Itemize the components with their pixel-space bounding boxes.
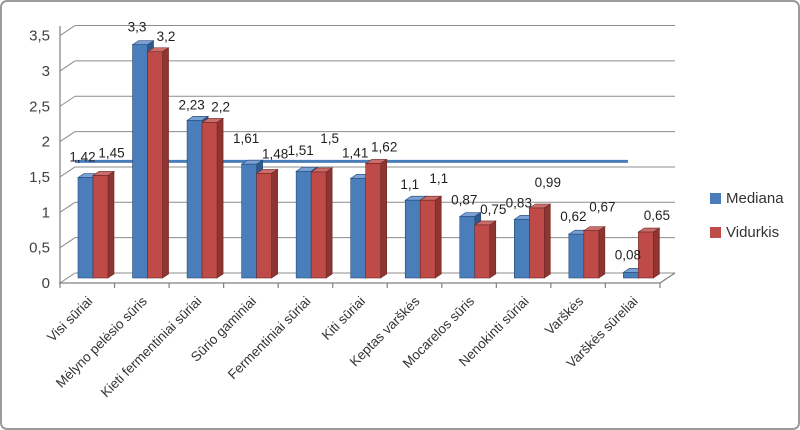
x-axis-category-label: Varškės (542, 293, 587, 338)
bar-vidurkis-2 (201, 122, 218, 279)
gridline-depth-segment (59, 60, 76, 72)
value-label-mediana-7: 0,87 (451, 192, 477, 207)
y-axis-tick-label: 1,5 (29, 169, 50, 186)
x-axis-category-label: Mėlyno pelėsio sūris (53, 293, 150, 390)
bar-vidurkis-4-side (325, 167, 333, 279)
legend-item-mediana: Mediana (710, 190, 784, 207)
y-axis-tick-label: 2 (42, 134, 50, 151)
value-label-mediana-1: 3,3 (128, 20, 147, 35)
y-axis-tick-label: 1 (42, 204, 50, 221)
bar-vidurkis-9 (583, 230, 600, 279)
gridline-depth-segment (59, 25, 76, 36)
bar-vidurkis-2-side (216, 117, 224, 279)
legend-label-vidurkis: Vidurkis (726, 224, 780, 241)
value-label-vidurkis-3: 1,48 (262, 146, 288, 161)
x-axis-category-label: Visi sūriai (44, 294, 95, 345)
value-label-vidurkis-8: 0,99 (535, 175, 561, 190)
value-label-mediana-0: 1,42 (69, 150, 95, 165)
bar-vidurkis-5-side (380, 158, 387, 279)
value-label-mediana-3: 1,61 (233, 131, 259, 146)
value-label-vidurkis-0: 1,45 (98, 145, 124, 160)
y-axis-tick-label: 2,5 (29, 98, 50, 115)
y-axis-tick-label: 3 (42, 63, 50, 80)
x-axis-category-label: Kieti fermentiniai sūriai (98, 294, 205, 401)
bar-mediana-7 (459, 216, 476, 279)
bar-vidurkis-1-side (162, 47, 169, 279)
bar-vidurkis-6 (419, 199, 436, 279)
x-axis-category-label: Kiti sūriai (319, 294, 368, 343)
value-label-vidurkis-10: 0,65 (644, 208, 670, 223)
y-axis-tick-label: 0,5 (29, 240, 50, 257)
gridline-depth-segment (59, 201, 76, 213)
bar-vidurkis-0-side (107, 170, 115, 279)
value-label-mediana-8: 0,83 (506, 195, 532, 210)
bar-mediana-0 (77, 177, 94, 279)
value-label-mediana-4: 1,51 (288, 143, 314, 158)
bar-mediana-10 (623, 272, 639, 279)
bar-vidurkis-4 (310, 171, 327, 279)
bar-vidurkis-10 (638, 231, 654, 279)
bar-vidurkis-1 (147, 51, 163, 279)
bar-mediana-1 (132, 44, 148, 279)
bar-vidurkis-9-side (598, 226, 606, 279)
bar-mediana-5 (350, 178, 367, 279)
y-axis-tick-label: 0 (42, 275, 50, 292)
gridline-depth-segment (59, 272, 76, 284)
gridline-depth-segment (59, 95, 76, 107)
value-label-vidurkis-2: 2,2 (211, 99, 230, 114)
gridline-depth-segment (59, 131, 76, 143)
value-label-vidurkis-7: 0,75 (480, 202, 506, 217)
value-label-mediana-6: 1,1 (400, 177, 419, 192)
bar-vidurkis-0 (92, 175, 109, 279)
bar-vidurkis-5 (365, 163, 382, 279)
gridline-depth-segment (59, 237, 76, 249)
bar-vidurkis-7-side (489, 220, 497, 279)
bar-vidurkis-8 (529, 207, 545, 279)
value-label-mediana-5: 1,41 (342, 145, 368, 160)
mediana-swatch-icon (710, 193, 721, 204)
bar-vidurkis-10-side (653, 227, 660, 279)
bar-mediana-4 (295, 170, 312, 279)
bar-mediana-9 (568, 233, 585, 279)
y-axis-tick-label: 3,5 (29, 28, 50, 45)
value-label-vidurkis-1: 3,2 (157, 29, 176, 44)
bar-vidurkis-7 (474, 224, 491, 279)
value-label-vidurkis-5: 1,62 (371, 139, 397, 154)
bar-vidurkis-8-side (544, 203, 551, 279)
x-axis-depth-segment (659, 272, 676, 284)
value-label-mediana-10: 0,08 (615, 247, 641, 262)
value-label-mediana-2: 2,23 (178, 97, 204, 112)
vidurkis-swatch-icon (710, 227, 721, 238)
bar-vidurkis-6-side (434, 195, 442, 279)
bar-mediana-6 (404, 199, 421, 279)
gridline-depth-segment (59, 166, 76, 178)
bar-mediana-2 (186, 120, 203, 279)
bar-mediana-3 (241, 163, 257, 279)
value-label-mediana-9: 0,62 (560, 209, 586, 224)
value-label-vidurkis-9: 0,67 (589, 200, 615, 215)
legend-label-mediana: Mediana (726, 190, 784, 207)
bar-mediana-8 (514, 219, 530, 279)
value-label-vidurkis-6: 1,1 (429, 171, 448, 186)
value-label-vidurkis-4: 1,5 (320, 131, 339, 146)
bar-vidurkis-3-side (271, 168, 278, 279)
bar-vidurkis-3 (256, 173, 272, 279)
legend-item-vidurkis: Vidurkis (710, 224, 784, 241)
legend: Mediana Vidurkis (710, 190, 784, 241)
